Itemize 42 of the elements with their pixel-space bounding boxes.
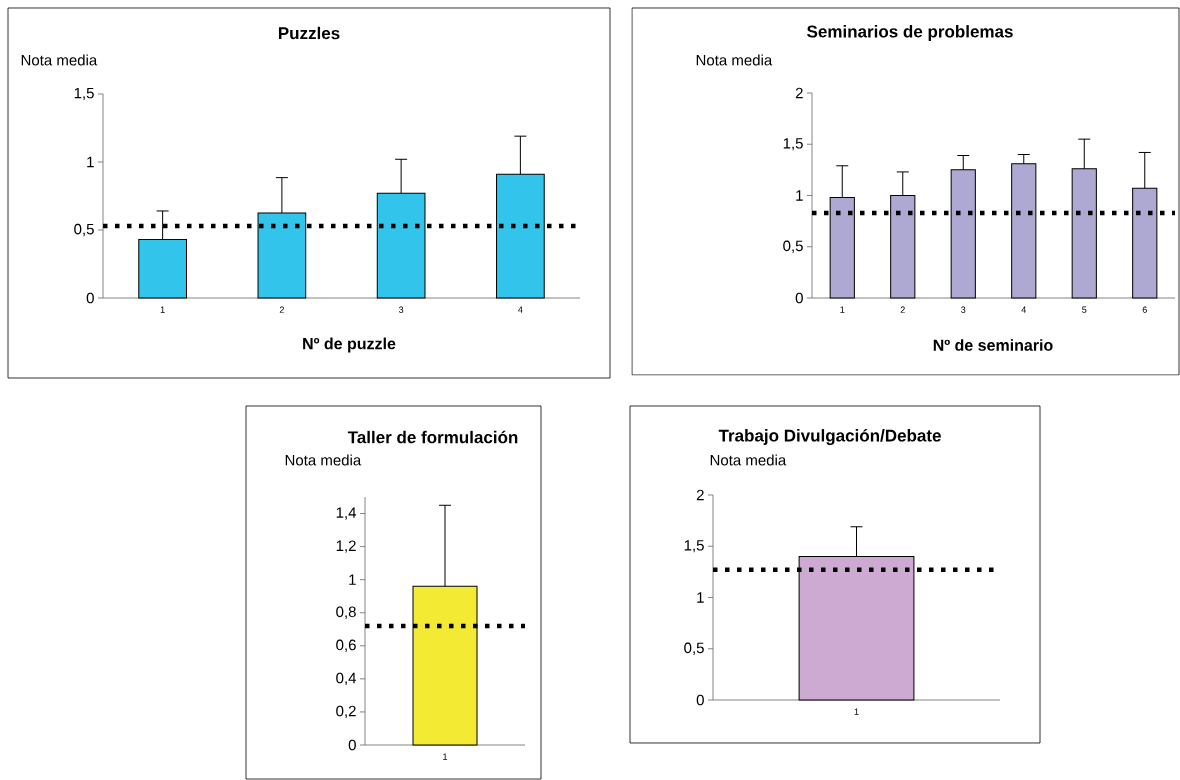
y-tick-label: 1,5 [684,540,704,553]
y-tick-label: 1,2 [336,540,356,553]
y-tick-label: 0,4 [336,672,357,686]
x-tick-label: 4 [1021,306,1026,313]
y-tick-label: 0,2 [336,705,356,719]
x-axis-title: Nº de puzzle [303,337,396,353]
x-tick-label: 2 [279,306,284,313]
x-axis-title: Nº de seminario [933,339,1053,351]
x-tick-label: 4 [518,306,523,313]
chart-title: Trabajo Divulgación/Debate [718,428,941,446]
y-tick-label: 0 [795,292,803,304]
y-axis-title: Nota media [285,454,362,466]
chart-title: Seminarios de problemas [807,25,1013,41]
y-tick-label: 0,6 [336,639,356,652]
chart-title: Taller de formulación [347,430,518,444]
y-tick-label: 0 [348,739,356,751]
chart-title: Puzzles [278,26,340,40]
x-tick-label: 2 [900,306,905,313]
y-tick-label: 0 [86,292,94,304]
y-tick-label: 0,5 [783,240,803,253]
x-tick-label: 1 [160,306,165,313]
y-tick-label: 1 [697,592,704,603]
y-tick-label: 1 [796,190,803,201]
y-tick-label: 1,4 [336,507,357,520]
y-tick-label: 1,5 [74,87,94,101]
y-tick-label: 0,8 [336,606,356,619]
x-tick-label: 6 [1142,306,1147,313]
y-tick-label: 0,5 [684,642,704,655]
y-axis-title: Nota media [696,54,773,66]
x-tick-label: 3 [398,306,404,313]
y-axis-title: Nota media [710,454,787,466]
x-tick-label: 1 [840,306,845,313]
x-tick-label: 5 [1082,306,1087,313]
y-tick-label: 1 [87,156,94,168]
y-axis-title: Nota media [21,54,98,66]
y-tick-label: 2 [696,489,704,501]
y-tick-label: 0 [696,694,704,706]
x-tick-label: 3 [961,306,966,313]
y-tick-label: 1 [349,574,356,585]
y-tick-label: 2 [795,87,803,99]
y-tick-label: 0,5 [74,223,94,237]
y-tick-label: 1,5 [783,138,803,151]
